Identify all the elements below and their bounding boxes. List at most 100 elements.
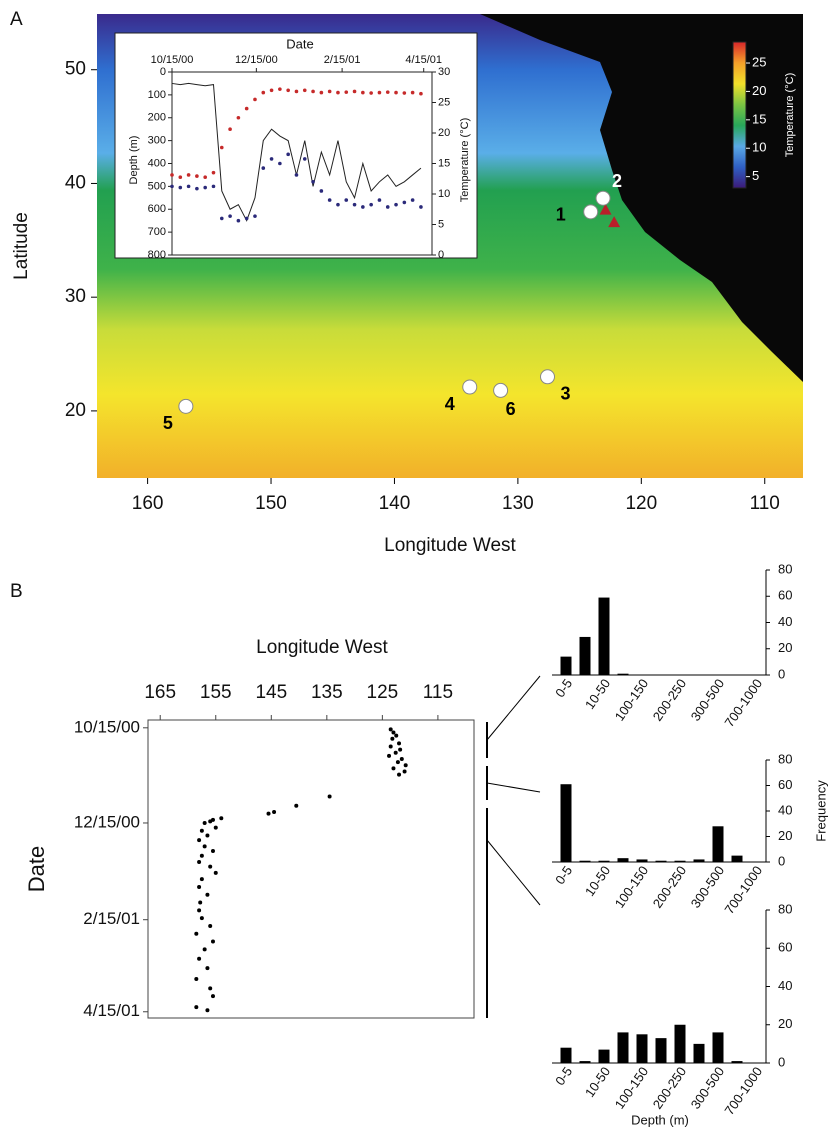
series-dot bbox=[419, 205, 423, 209]
point bbox=[202, 947, 207, 952]
point bbox=[398, 747, 403, 752]
y2-axis-label: Temperature (°C) bbox=[459, 118, 471, 202]
x-axis-label: Date bbox=[286, 36, 313, 51]
site-label: 3 bbox=[560, 384, 570, 404]
y-axis-label: Depth (m) bbox=[128, 136, 140, 185]
y-tick-label: 40 bbox=[778, 802, 792, 817]
series-dot bbox=[377, 198, 382, 202]
colorbar-label: Temperature (°C) bbox=[784, 73, 796, 157]
bar bbox=[579, 860, 591, 862]
y-tick-label: 40 bbox=[65, 172, 86, 193]
series-dot bbox=[170, 184, 174, 189]
series-dot bbox=[369, 202, 373, 207]
series-dot bbox=[219, 145, 224, 150]
plot-frame bbox=[147, 719, 475, 1019]
x-tick-label: 700-1000 bbox=[721, 676, 765, 730]
y-tick-label: 60 bbox=[778, 940, 792, 955]
point bbox=[210, 994, 215, 999]
site-label: 4 bbox=[445, 394, 455, 414]
series-dot bbox=[311, 180, 315, 184]
series-dot bbox=[203, 185, 207, 190]
series-dot bbox=[319, 90, 324, 95]
series-dot bbox=[419, 91, 423, 96]
y-tick-label: 300 bbox=[148, 135, 166, 147]
series-dot bbox=[385, 205, 390, 209]
y-tick-label: 20 bbox=[778, 640, 792, 655]
point bbox=[205, 892, 210, 897]
y-tick-label: 4/15/01 bbox=[83, 1001, 140, 1020]
y2-tick-label: 5 bbox=[438, 218, 444, 230]
series-dot bbox=[336, 90, 340, 95]
point bbox=[197, 908, 202, 913]
x-tick-label: 700-1000 bbox=[721, 1064, 765, 1118]
x-tick-label: 100-150 bbox=[612, 676, 652, 724]
point bbox=[391, 766, 396, 771]
y2-tick-label: 10 bbox=[438, 188, 450, 200]
y-tick-label: 60 bbox=[778, 777, 792, 792]
series-dot bbox=[195, 186, 199, 191]
x-axis-label: Longitude West bbox=[384, 535, 516, 556]
series-dot bbox=[294, 173, 299, 177]
series-dot bbox=[253, 214, 257, 218]
x-tick-label: 115 bbox=[423, 682, 453, 703]
x-tick-label: 155 bbox=[200, 682, 232, 703]
point bbox=[197, 859, 202, 864]
x-tick-label: 140 bbox=[379, 493, 411, 514]
colorbar-tick-label: 5 bbox=[752, 168, 759, 183]
x-tick-label: 135 bbox=[311, 682, 343, 703]
site bbox=[540, 369, 556, 385]
y-tick-label: 600 bbox=[148, 203, 166, 215]
x-tick-label: 130 bbox=[502, 493, 534, 514]
y-tick-label: 40 bbox=[778, 614, 792, 629]
series-dot bbox=[352, 202, 357, 207]
point bbox=[397, 772, 402, 777]
y-tick-label: 800 bbox=[148, 249, 166, 261]
point bbox=[205, 833, 210, 838]
colorbar-tick-label: 10 bbox=[752, 140, 766, 155]
site-label: 1 bbox=[556, 205, 566, 225]
y-axis-label: Date bbox=[24, 846, 49, 892]
series-dot bbox=[178, 175, 183, 180]
series-dot bbox=[228, 127, 232, 131]
series-dot bbox=[211, 184, 216, 189]
x-tick-label: 300-500 bbox=[688, 676, 728, 724]
y2-tick-label: 30 bbox=[438, 66, 450, 78]
point bbox=[210, 939, 215, 944]
site bbox=[583, 204, 599, 220]
y-tick-label: 100 bbox=[148, 89, 166, 101]
point bbox=[199, 916, 204, 921]
series-dot bbox=[244, 216, 249, 221]
site bbox=[493, 382, 509, 398]
point bbox=[208, 819, 213, 824]
y-tick-label: 80 bbox=[778, 751, 792, 766]
x-tick-label: 120 bbox=[625, 493, 657, 514]
point bbox=[208, 986, 213, 991]
point bbox=[197, 838, 202, 843]
y-tick-label: 0 bbox=[160, 66, 166, 78]
point bbox=[194, 976, 199, 981]
bar bbox=[598, 860, 610, 862]
series-dot bbox=[286, 152, 290, 157]
point bbox=[208, 864, 213, 869]
x-tick-label: 300-500 bbox=[688, 1064, 728, 1112]
series-dot bbox=[327, 89, 332, 94]
point bbox=[394, 733, 399, 738]
series-dot bbox=[352, 89, 357, 94]
point bbox=[399, 757, 404, 762]
connector bbox=[486, 839, 541, 906]
y-tick-label: 12/15/00 bbox=[74, 812, 140, 831]
bar bbox=[617, 673, 629, 675]
bar bbox=[636, 859, 648, 862]
point bbox=[194, 1005, 199, 1010]
series-dot bbox=[344, 198, 349, 202]
site bbox=[178, 398, 194, 414]
x-tick-label: 10-50 bbox=[582, 863, 613, 899]
y-tick-label: 0 bbox=[778, 666, 785, 681]
y-axis-label: Latitude bbox=[11, 212, 32, 280]
point bbox=[210, 849, 215, 854]
point bbox=[266, 811, 271, 816]
marker bbox=[599, 203, 612, 215]
series-dot bbox=[336, 202, 340, 207]
y-tick-label: 30 bbox=[65, 286, 86, 307]
y2-tick-label: 25 bbox=[438, 96, 450, 108]
